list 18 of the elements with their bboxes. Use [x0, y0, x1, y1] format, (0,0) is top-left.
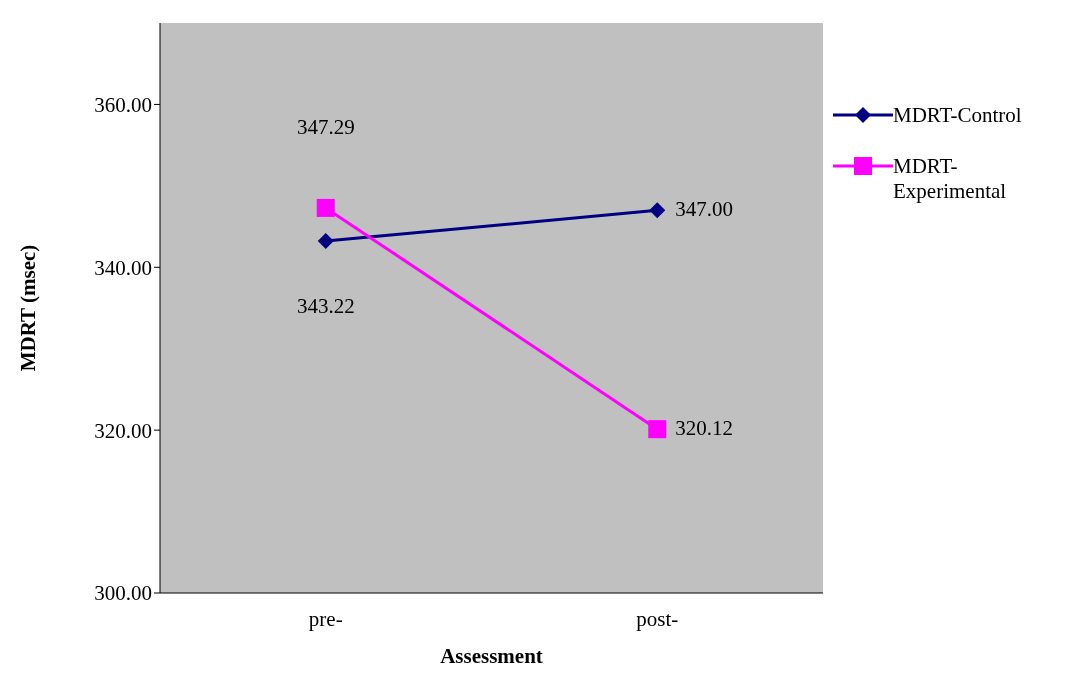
y-tick-label: 300.00: [94, 581, 152, 606]
data-label: 347.29: [296, 114, 355, 139]
legend-label: MDRT-Experimental: [893, 154, 1008, 204]
data-label: 343.22: [296, 294, 355, 319]
x-tick-label: post-: [636, 606, 679, 631]
point: [648, 420, 667, 439]
y-tick-label: 320.00: [94, 418, 152, 443]
data-label: 347.00: [675, 197, 733, 222]
y-axis-title: MDRT (msec): [16, 244, 41, 372]
y-tick-label: 340.00: [94, 255, 152, 280]
x-axis-title: Assessment: [440, 644, 543, 668]
legend-label: MDRT-Control: [893, 103, 1023, 128]
point: [316, 198, 335, 217]
point: [317, 233, 334, 250]
data-label: 320.12: [675, 416, 733, 441]
point: [649, 202, 666, 219]
x-tick-label: pre-: [308, 606, 343, 631]
y-tick-label: 360.00: [94, 92, 152, 117]
